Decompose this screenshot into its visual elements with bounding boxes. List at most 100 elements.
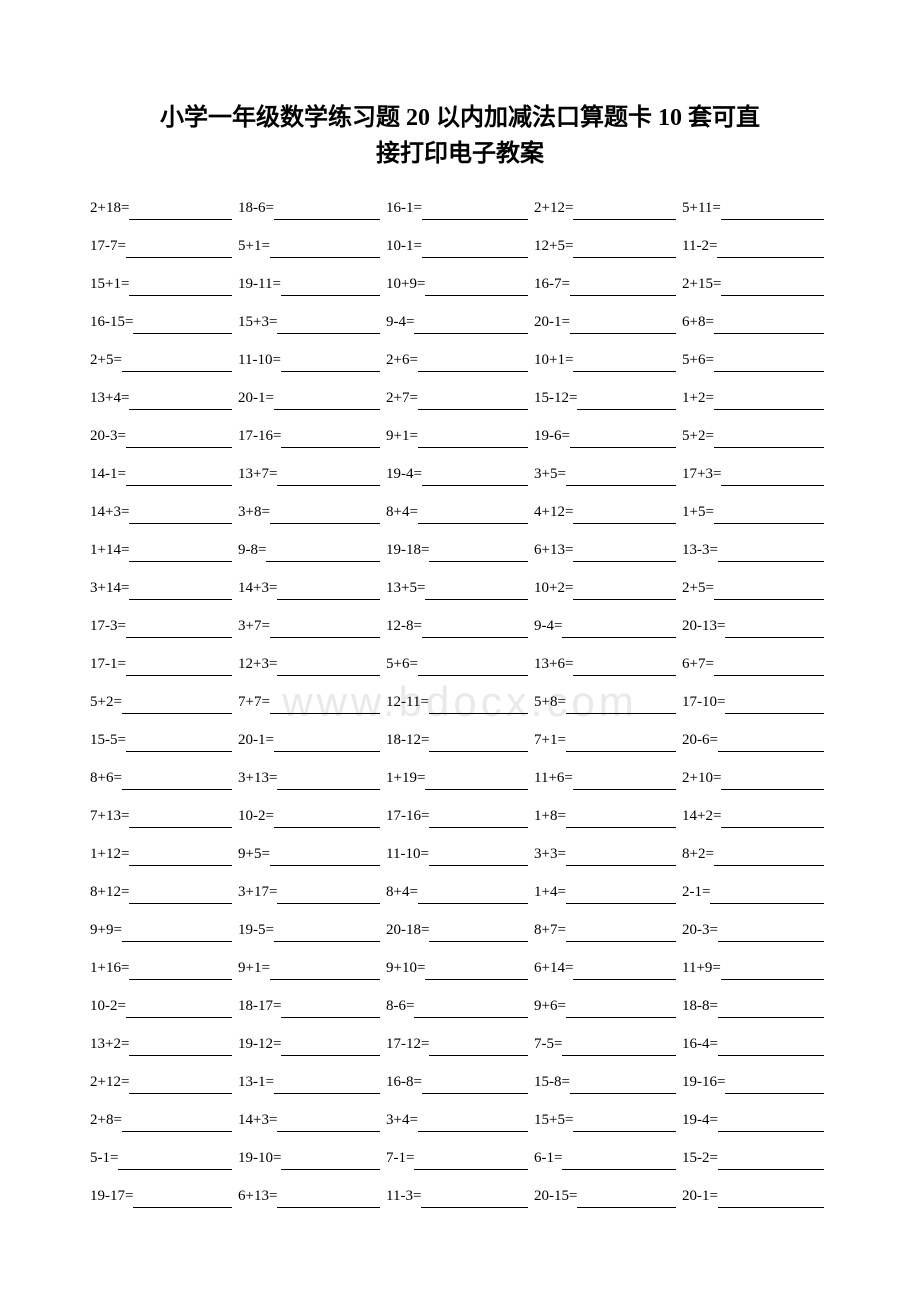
expression-text: 19-17= xyxy=(90,1184,133,1208)
answer-blank xyxy=(429,734,528,752)
worksheet-cell: 4+12= xyxy=(534,500,682,524)
answer-blank xyxy=(418,506,528,524)
expression-text: 2+12= xyxy=(90,1070,129,1094)
expression-text: 3+8= xyxy=(238,500,270,524)
worksheet-cell: 11-3= xyxy=(386,1184,534,1208)
worksheet-row: 15+1=19-11=10+9=16-7=2+15= xyxy=(90,272,830,296)
worksheet-cell: 5+6= xyxy=(682,348,830,372)
expression-text: 10+9= xyxy=(386,272,425,296)
expression-text: 13+6= xyxy=(534,652,573,676)
answer-blank xyxy=(429,924,528,942)
expression-text: 5+1= xyxy=(238,234,270,258)
expression-text: 12-8= xyxy=(386,614,422,638)
answer-blank xyxy=(270,620,380,638)
expression-text: 3+14= xyxy=(90,576,129,600)
worksheet-cell: 1+16= xyxy=(90,956,238,980)
title-line-2: 接打印电子教案 xyxy=(90,136,830,172)
answer-blank xyxy=(274,202,380,220)
expression-text: 20-1= xyxy=(682,1184,718,1208)
worksheet-cell: 20-3= xyxy=(682,918,830,942)
worksheet-row: 1+16=9+1=9+10=6+14=11+9= xyxy=(90,956,830,980)
worksheet-cell: 1+14= xyxy=(90,538,238,562)
expression-text: 8+12= xyxy=(90,880,129,904)
answer-blank xyxy=(718,924,824,942)
answer-blank xyxy=(573,544,676,562)
worksheet-cell: 13+5= xyxy=(386,576,534,600)
answer-blank xyxy=(429,696,528,714)
worksheet-rows: 2+18=18-6=16-1=2+12=5+11=17-7=5+1=10-1=1… xyxy=(90,196,830,1208)
worksheet-cell: 5+11= xyxy=(682,196,830,220)
worksheet-cell: 12-11= xyxy=(386,690,534,714)
worksheet-cell: 6+13= xyxy=(534,538,682,562)
answer-blank xyxy=(277,316,380,334)
answer-blank xyxy=(573,658,676,676)
answer-blank xyxy=(429,1038,528,1056)
worksheet-cell: 11+9= xyxy=(682,956,830,980)
worksheet-cell: 10+2= xyxy=(534,576,682,600)
worksheet-row: 17-3=3+7=12-8=9-4=20-13= xyxy=(90,614,830,638)
expression-text: 17-16= xyxy=(386,804,429,828)
answer-blank xyxy=(577,1190,676,1208)
title-line-1: 小学一年级数学练习题 20 以内加减法口算题卡 10 套可直 xyxy=(90,100,830,136)
worksheet-cell: 8+7= xyxy=(534,918,682,942)
answer-blank xyxy=(573,506,676,524)
worksheet-cell: 17-16= xyxy=(386,804,534,828)
worksheet-cell: 16-8= xyxy=(386,1070,534,1094)
worksheet-cell: 2+6= xyxy=(386,348,534,372)
answer-blank xyxy=(422,202,528,220)
answer-blank xyxy=(718,734,824,752)
answer-blank xyxy=(573,1114,676,1132)
worksheet-cell: 19-5= xyxy=(238,918,386,942)
worksheet-cell: 10-2= xyxy=(238,804,386,828)
document-title: 小学一年级数学练习题 20 以内加减法口算题卡 10 套可直 接打印电子教案 xyxy=(90,100,830,172)
answer-blank xyxy=(422,240,528,258)
worksheet-cell: 6+8= xyxy=(682,310,830,334)
expression-text: 3+17= xyxy=(238,880,277,904)
worksheet-cell: 15-12= xyxy=(534,386,682,410)
expression-text: 6+13= xyxy=(238,1184,277,1208)
worksheet-cell: 20-3= xyxy=(90,424,238,448)
worksheet-cell: 2+5= xyxy=(90,348,238,372)
expression-text: 9+6= xyxy=(534,994,566,1018)
expression-text: 19-18= xyxy=(386,538,429,562)
expression-text: 14+3= xyxy=(238,1108,277,1132)
answer-blank xyxy=(566,810,676,828)
answer-blank xyxy=(277,1190,380,1208)
worksheet-row: 20-3=17-16=9+1=19-6=5+2= xyxy=(90,424,830,448)
worksheet-row: 3+14=14+3=13+5=10+2=2+5= xyxy=(90,576,830,600)
worksheet-cell: 18-6= xyxy=(238,196,386,220)
expression-text: 15+1= xyxy=(90,272,129,296)
expression-text: 9+5= xyxy=(238,842,270,866)
worksheet-cell: 5+1= xyxy=(238,234,386,258)
worksheet-cell: 2+5= xyxy=(682,576,830,600)
answer-blank xyxy=(418,886,528,904)
answer-blank xyxy=(133,316,232,334)
expression-text: 1+8= xyxy=(534,804,566,828)
expression-text: 4+12= xyxy=(534,500,573,524)
expression-text: 11+9= xyxy=(682,956,721,980)
answer-blank xyxy=(122,354,232,372)
worksheet-cell: 17-10= xyxy=(682,690,830,714)
expression-text: 11-2= xyxy=(682,234,717,258)
answer-blank xyxy=(274,392,380,410)
expression-text: 2-1= xyxy=(682,880,710,904)
worksheet-row: 1+14=9-8=19-18=6+13=13-3= xyxy=(90,538,830,562)
worksheet-cell: 1+4= xyxy=(534,880,682,904)
answer-blank xyxy=(718,1152,824,1170)
answer-blank xyxy=(126,430,232,448)
expression-text: 5-1= xyxy=(90,1146,118,1170)
worksheet-row: 15-5=20-1=18-12=7+1=20-6= xyxy=(90,728,830,752)
answer-blank xyxy=(566,734,676,752)
expression-text: 1+19= xyxy=(386,766,425,790)
answer-blank xyxy=(573,354,676,372)
worksheet-cell: 14+3= xyxy=(90,500,238,524)
expression-text: 18-17= xyxy=(238,994,281,1018)
answer-blank xyxy=(129,392,232,410)
answer-blank xyxy=(129,1038,232,1056)
answer-blank xyxy=(714,848,824,866)
worksheet-cell: 9+1= xyxy=(386,424,534,448)
worksheet-cell: 2+15= xyxy=(682,272,830,296)
expression-text: 6+14= xyxy=(534,956,573,980)
worksheet-cell: 10-2= xyxy=(90,994,238,1018)
worksheet-cell: 5-1= xyxy=(90,1146,238,1170)
